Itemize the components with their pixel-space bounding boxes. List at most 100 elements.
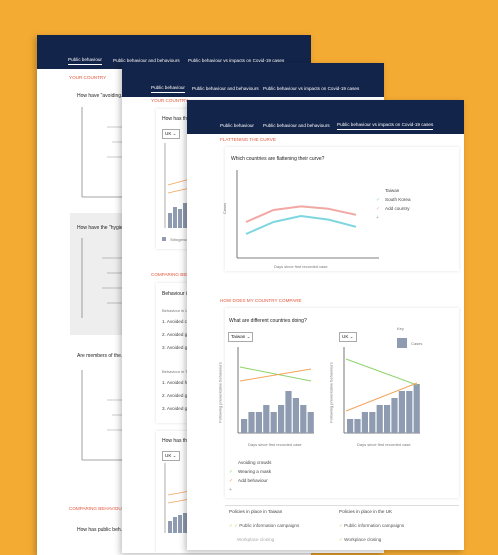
add-icon: + bbox=[376, 215, 379, 221]
tab-public-behaviour[interactable]: Public behaviour bbox=[68, 57, 102, 65]
question: Are members of the... bbox=[77, 353, 126, 359]
select-value: UK bbox=[165, 131, 172, 136]
policy-item: Workplace closing bbox=[237, 537, 275, 542]
avoiding-crowds-line bbox=[239, 366, 312, 382]
behaviour-label: Wearing a mask bbox=[238, 469, 272, 474]
section-title: HOW DOES MY COUNTRY COMPARE bbox=[220, 298, 302, 303]
key-cases: Cases bbox=[411, 341, 423, 346]
legend: ✓ Taiwan ✓ South Korea + Add country bbox=[376, 188, 411, 221]
legend-item[interactable]: + Add country bbox=[376, 206, 410, 221]
tab-public-behaviour[interactable]: Public behaviour bbox=[151, 85, 185, 93]
y-axis-label: Following preventative behaviours bbox=[328, 362, 334, 423]
bar bbox=[278, 405, 285, 433]
section-title: COMPARING BEHAVIOURS bbox=[151, 272, 211, 277]
legend-item[interactable]: ✓ Taiwan bbox=[376, 188, 399, 203]
right-country-select[interactable]: UK ⌄ bbox=[339, 332, 357, 342]
tab-behaviours[interactable]: Public behaviour and behaviours bbox=[192, 86, 259, 91]
legend-mark: ✓ bbox=[376, 197, 381, 203]
front-page: Public behaviour Public behaviour and be… bbox=[187, 100, 464, 550]
legend-mark: ✓ bbox=[376, 206, 381, 212]
legend-label: Add country bbox=[385, 206, 410, 211]
bar bbox=[376, 405, 383, 433]
series-line-south-korea bbox=[245, 205, 357, 223]
question: How has public beh... bbox=[77, 527, 125, 533]
sketch-chart bbox=[81, 238, 132, 318]
section-title: YOUR COUNTRY bbox=[69, 75, 107, 80]
select-value: Taiwan bbox=[231, 334, 246, 339]
series-line-taiwan bbox=[245, 215, 357, 235]
tab-impacts[interactable]: Public behaviour vs impacts on Covid-19 … bbox=[188, 58, 285, 63]
section-title: COMPARING BEHAVIOURS bbox=[69, 506, 129, 511]
list-item: 1. Avoided c... bbox=[162, 319, 191, 324]
flatten-chart bbox=[236, 170, 379, 259]
taiwan-bar-chart bbox=[237, 347, 314, 434]
group-label: Behaviour in Taiwan bbox=[162, 369, 198, 374]
x-axis-label: Days since first recorded case bbox=[357, 442, 411, 447]
left-country-select[interactable]: Taiwan ⌄ bbox=[228, 332, 254, 342]
policy-label: Public information campaigns bbox=[344, 523, 405, 528]
bar bbox=[307, 412, 314, 433]
bar bbox=[292, 398, 299, 433]
add-icon: + bbox=[229, 487, 232, 493]
bar bbox=[263, 405, 270, 433]
list-item: 3. Avoided g... bbox=[162, 345, 192, 350]
bar bbox=[300, 405, 307, 433]
bar bbox=[347, 419, 354, 433]
behaviour-label: Avoiding crowds bbox=[238, 460, 272, 465]
wearing-mask-line bbox=[239, 368, 312, 382]
policy-label: Workplace closing bbox=[344, 537, 382, 542]
section-title: YOUR COUNTRY bbox=[151, 98, 189, 103]
tab-impacts[interactable]: Public behaviour vs impacts on Covid-19 … bbox=[263, 86, 360, 91]
bar bbox=[398, 391, 405, 433]
y-axis-label: Following preventative behaviours bbox=[217, 362, 223, 423]
question: How have "avoiding... bbox=[77, 93, 126, 99]
mini-chart bbox=[164, 463, 191, 533]
list-item: 2. Avoided g... bbox=[162, 393, 192, 398]
behaviour-item[interactable]: ✓ Avoiding crowds bbox=[229, 460, 271, 475]
policy-item: ✓ ✓ Public information campaigns bbox=[229, 523, 300, 528]
country-select[interactable]: UK ⌄ bbox=[162, 451, 180, 461]
behaviour-item[interactable]: ✓ Wearing a mask bbox=[229, 469, 271, 484]
bar bbox=[255, 412, 262, 433]
group-label: Behaviour in UK bbox=[162, 308, 191, 313]
behaviour-item[interactable]: + Add behaviour bbox=[229, 478, 268, 493]
policy-item: ✓ Workplace closing bbox=[339, 537, 382, 542]
legend-label: South Korea bbox=[385, 197, 411, 202]
policy-item: ✓ Public information campaigns bbox=[339, 523, 405, 528]
bar bbox=[248, 412, 255, 433]
bar bbox=[406, 391, 413, 433]
tab-public-behaviour[interactable]: Public behaviour bbox=[220, 123, 254, 128]
y-axis-label: Cases bbox=[222, 202, 228, 215]
policies-title: Policies in place in the UK bbox=[339, 509, 393, 514]
nav-bar: Public behaviour Public behaviour and be… bbox=[187, 100, 464, 134]
question: What are different countries doing? bbox=[229, 318, 307, 324]
bar bbox=[413, 384, 420, 433]
bar bbox=[241, 419, 248, 433]
legend-label: Taiwan bbox=[385, 188, 400, 193]
question: Which countries are flattening their cur… bbox=[231, 156, 325, 162]
policies-taiwan: Policies in place in Taiwan ✓ ✓ Public i… bbox=[225, 505, 335, 550]
uk-bar-chart bbox=[343, 347, 420, 434]
list-item: 1. Avoided h... bbox=[162, 380, 192, 385]
bar bbox=[369, 412, 376, 433]
flatten-card bbox=[225, 147, 459, 271]
tab-impacts[interactable]: Public behaviour vs impacts on Covid-19 … bbox=[337, 122, 434, 130]
avoiding-crowds-line bbox=[345, 358, 418, 386]
wearing-mask-line bbox=[345, 382, 418, 412]
policies-uk: Policies in place in the UK ✓ Public inf… bbox=[335, 505, 459, 550]
x-axis-label: Days since first recorded case bbox=[274, 264, 328, 269]
question: Behaviour in... bbox=[162, 291, 194, 297]
key-label: Key bbox=[397, 326, 404, 331]
key-swatch bbox=[397, 338, 407, 348]
legend-item[interactable]: ✓ South Korea bbox=[376, 197, 411, 212]
question: How has the... bbox=[162, 438, 194, 444]
policies-title: Policies in place in Taiwan bbox=[229, 509, 283, 514]
x-axis-label: Days since first recorded case bbox=[248, 442, 302, 447]
behaviour-label: Add behaviour bbox=[238, 478, 268, 483]
tab-behaviours[interactable]: Public behaviour and behaviours bbox=[113, 58, 180, 63]
behaviour-list: ✓ Avoiding crowds ✓ Wearing a mask + Add… bbox=[229, 460, 271, 493]
tab-behaviours[interactable]: Public behaviour and behaviours bbox=[263, 123, 330, 128]
country-select[interactable]: UK ⌄ bbox=[162, 129, 180, 139]
section-title: FLATTENING THE CURVE bbox=[220, 137, 276, 142]
bar bbox=[354, 419, 361, 433]
